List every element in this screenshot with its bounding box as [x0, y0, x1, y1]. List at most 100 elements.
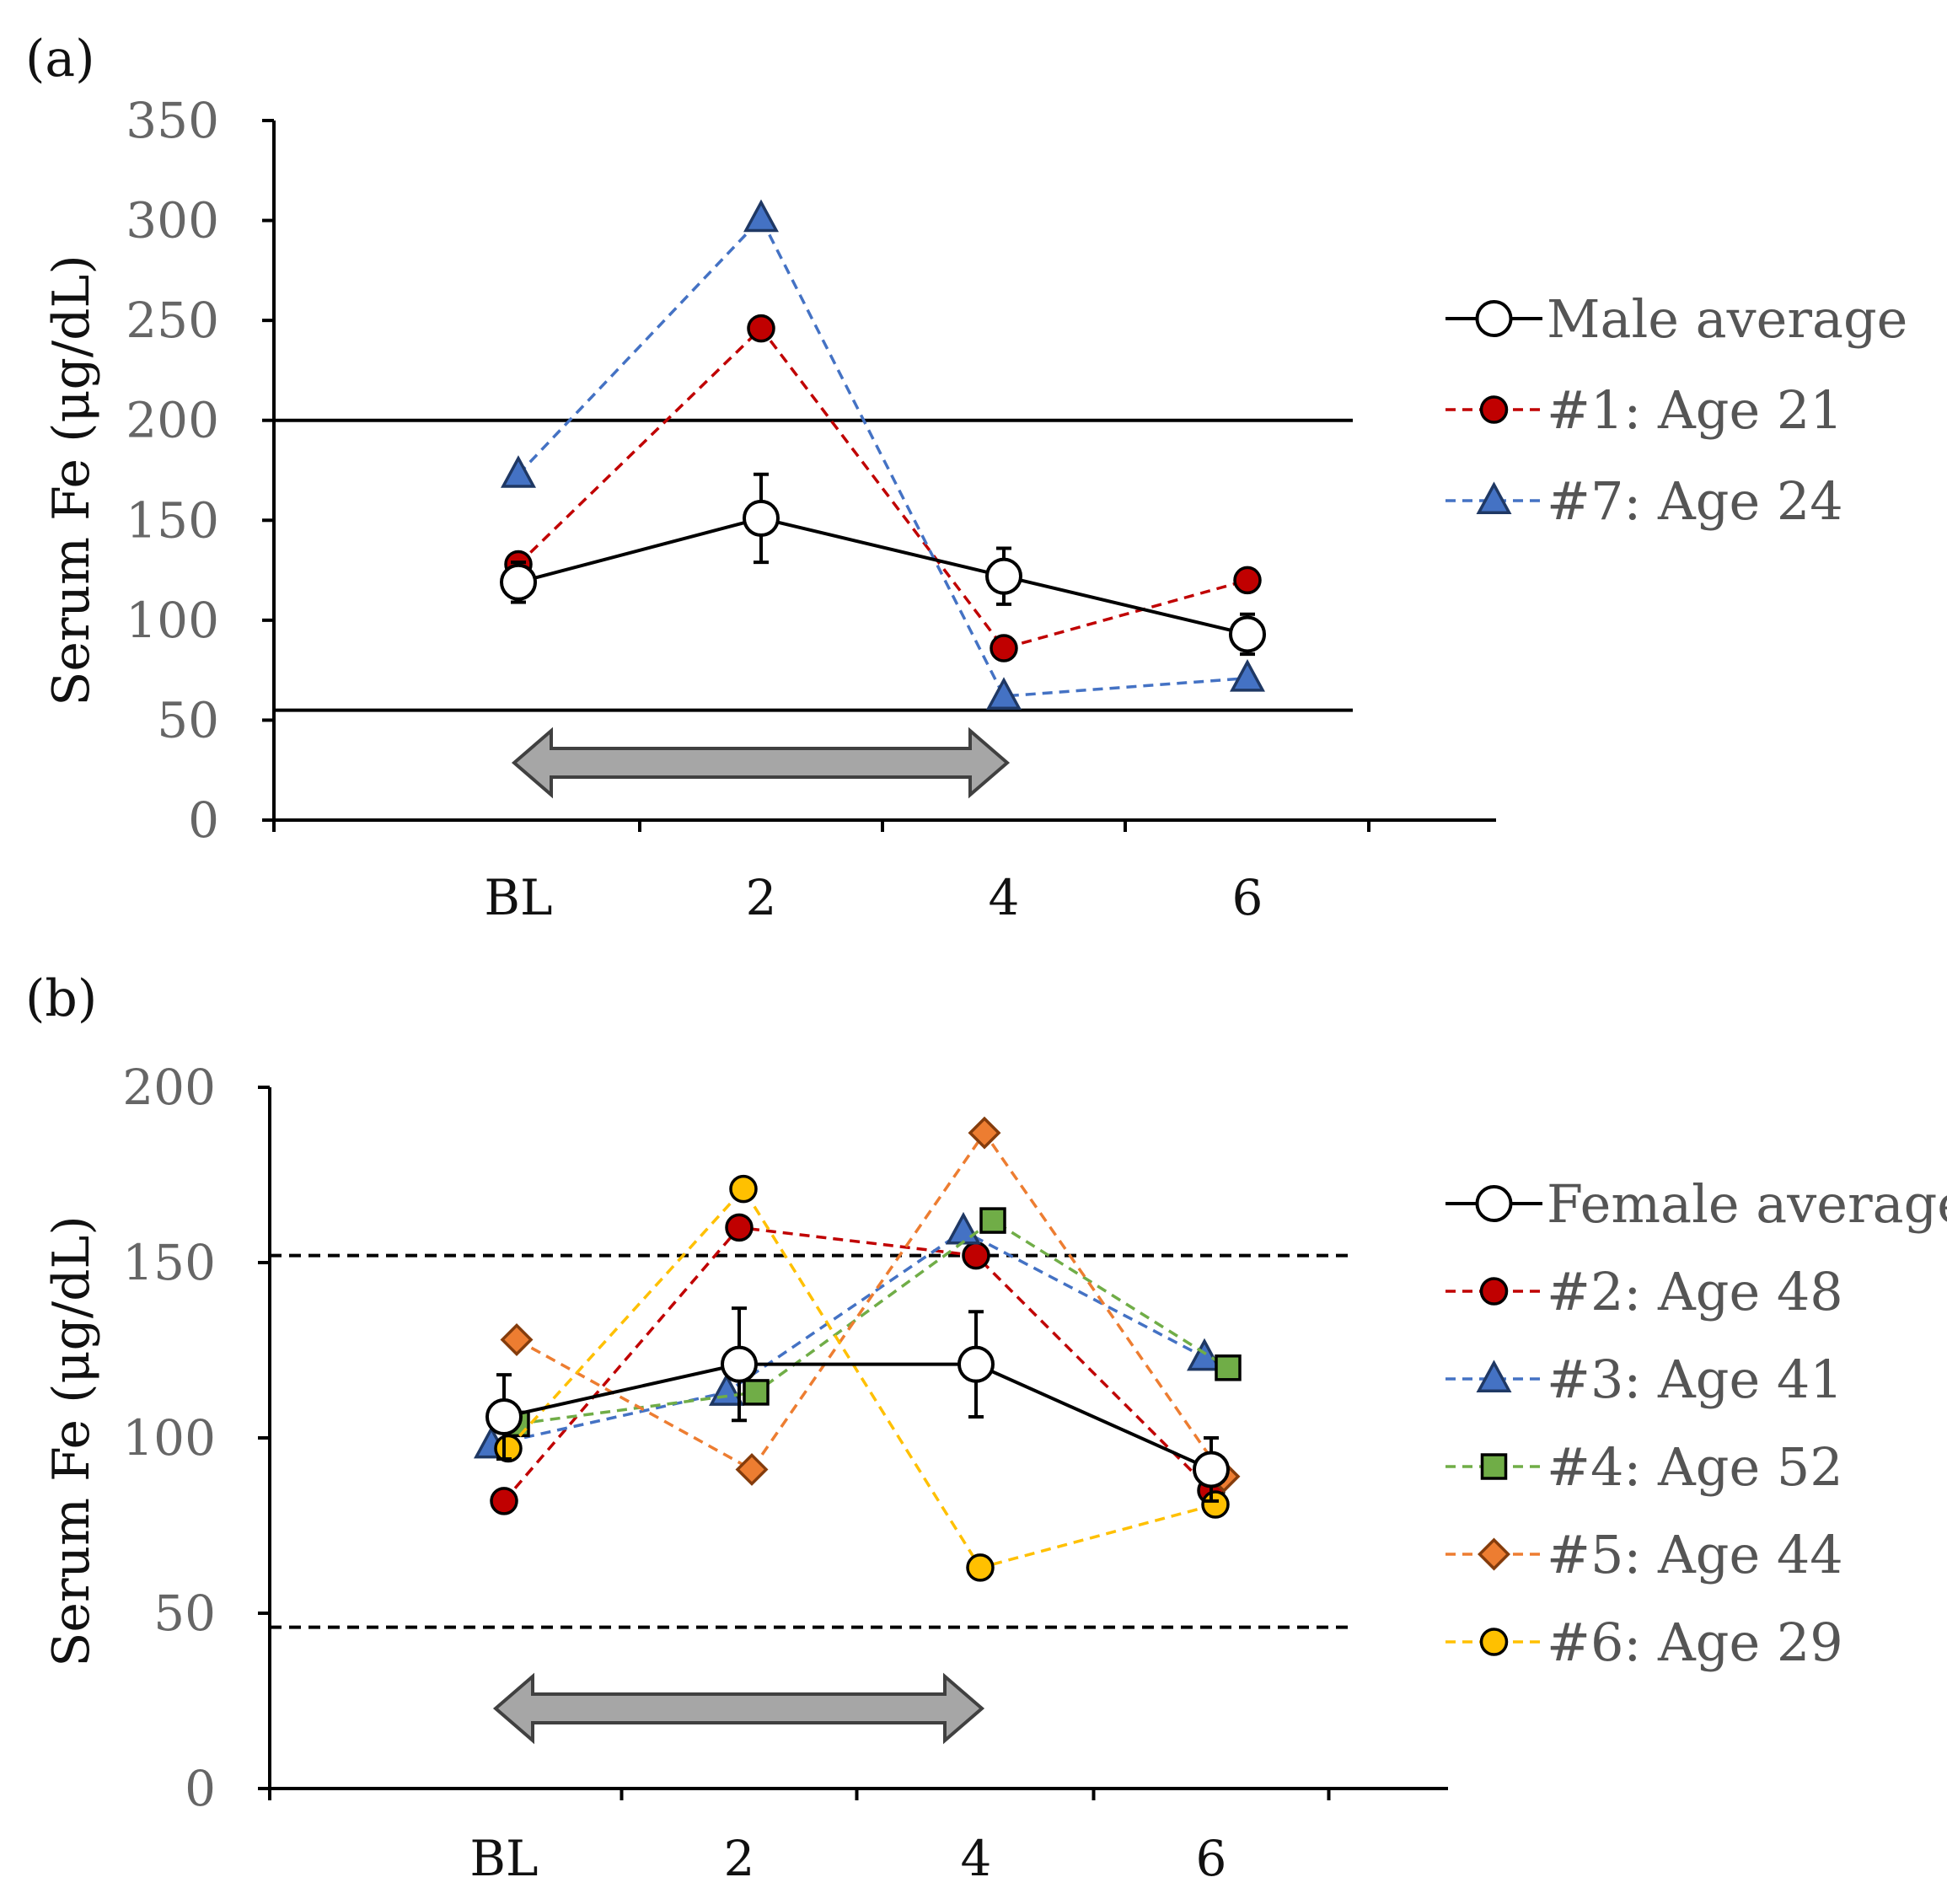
legend: Male average #1: Age 21 #7: Age 24	[1446, 288, 1907, 532]
data-point	[725, 1213, 754, 1242]
x-tick-label: 6	[1196, 1830, 1227, 1887]
y-tick-label: 50	[153, 1585, 216, 1642]
legend-marker	[1475, 1185, 1513, 1222]
panel-a: (a) Serum Fe (μg/dL) 0 50 100 150 200 250 300 350…	[25, 29, 1907, 926]
legend: Female average #2: Age 48 #3: Age 41 #4: Ag…	[1446, 1173, 1947, 1673]
data-point	[1233, 566, 1262, 595]
panel-b: (b) Serum Fe (μg/dL) 0 50 100 150 200 BL 2 4 6 Fema…	[25, 969, 1947, 1887]
legend-item: #5: Age 44	[1446, 1524, 1843, 1585]
y-tick-label: 100	[122, 1409, 216, 1467]
data-point	[1229, 615, 1266, 653]
data-point	[501, 455, 536, 488]
x-tick-label: 4	[961, 1830, 992, 1887]
legend-item: Female average	[1446, 1173, 1947, 1235]
legend-item: #2: Age 48	[1446, 1261, 1843, 1322]
panel-label: (a)	[25, 29, 95, 88]
y-tick-label: 250	[126, 292, 219, 349]
data-point	[743, 199, 779, 233]
data-point	[500, 563, 537, 601]
series-line	[502, 1226, 1213, 1503]
x-tick-label: 6	[1232, 869, 1263, 926]
y-tick-label: 300	[126, 192, 219, 249]
y-tick-label: 200	[122, 1059, 216, 1116]
y-tick-label: 150	[122, 1234, 216, 1291]
legend-marker	[1479, 1277, 1509, 1306]
data-point	[966, 1553, 995, 1582]
series-female-average	[485, 1306, 1230, 1503]
data-point	[1230, 658, 1265, 692]
series-male-average	[500, 472, 1266, 657]
data-point	[743, 499, 780, 537]
legend-marker	[1479, 1628, 1509, 1656]
data-point	[985, 557, 1022, 595]
x-tick-label: BL	[484, 869, 552, 926]
legend-label: #2: Age 48	[1547, 1261, 1843, 1322]
treatment-period-arrow	[492, 1672, 985, 1745]
data-point	[747, 314, 775, 343]
series-line	[491, 1229, 1205, 1447]
legend-item: Male average	[1446, 288, 1907, 350]
data-point	[735, 1452, 769, 1486]
legend-marker	[1479, 395, 1509, 424]
series-line	[516, 1130, 1226, 1478]
legend-label: Female average	[1547, 1173, 1947, 1235]
legend-item: #1: Age 21	[1446, 379, 1843, 441]
legend-marker	[1476, 481, 1512, 514]
y-tick-label: 50	[157, 691, 219, 748]
data-point	[1215, 1354, 1242, 1381]
treatment-period-arrow	[511, 727, 1011, 799]
y-tick-label: 0	[188, 791, 219, 849]
y-tick-label: 150	[126, 491, 219, 549]
panel-label: (b)	[25, 969, 97, 1028]
legend-label: #5: Age 44	[1547, 1524, 1843, 1585]
data-point	[743, 1379, 770, 1406]
data-point	[1187, 1338, 1222, 1371]
data-point	[946, 1211, 981, 1245]
data-point	[962, 1241, 990, 1270]
series-1-age-21	[504, 314, 1262, 662]
data-point	[494, 1434, 523, 1463]
data-point	[485, 1398, 523, 1436]
data-point	[979, 1207, 1006, 1234]
legend-marker	[1476, 1360, 1512, 1392]
legend-label: #1: Age 21	[1547, 379, 1843, 441]
legend-label: #4: Age 52	[1547, 1436, 1843, 1498]
series-6-age-29	[494, 1174, 1230, 1582]
data-point	[957, 1345, 995, 1383]
data-point	[1201, 1490, 1230, 1519]
y-tick-label: 0	[185, 1760, 216, 1817]
data-point	[729, 1174, 758, 1204]
series-line	[503, 1362, 1212, 1472]
series-line	[516, 1218, 1229, 1426]
y-axis-label: Serum Fe (μg/dL)	[42, 255, 101, 706]
series-line	[517, 325, 1248, 651]
legend-item: #3: Age 41	[1446, 1349, 1843, 1410]
data-point	[990, 634, 1018, 662]
data-point	[968, 1116, 1001, 1150]
y-tick-label: 100	[126, 592, 219, 649]
legend-label: #6: Age 29	[1547, 1612, 1843, 1673]
legend-item: #6: Age 29	[1446, 1612, 1843, 1673]
data-point	[490, 1487, 518, 1515]
series-line	[507, 1186, 1216, 1569]
x-tick-label: 2	[724, 1830, 755, 1887]
series-3-age-41	[474, 1211, 1222, 1459]
y-tick-label: 350	[126, 92, 219, 149]
legend-label: #7: Age 24	[1547, 470, 1843, 532]
x-tick-label: 4	[989, 869, 1020, 926]
data-point	[721, 1345, 758, 1383]
data-point	[986, 677, 1022, 710]
y-axis-label: Serum Fe (μg/dL)	[42, 1215, 101, 1667]
series-line	[518, 516, 1248, 636]
series-line	[517, 216, 1248, 698]
legend-label: Male average	[1547, 288, 1907, 350]
legend-label: #3: Age 41	[1547, 1349, 1843, 1410]
data-point	[500, 1323, 534, 1356]
legend-item: #7: Age 24	[1446, 470, 1843, 532]
series-4-age-52	[503, 1207, 1242, 1438]
legend-item: #4: Age 52	[1446, 1436, 1843, 1498]
y-tick-label: 200	[126, 392, 219, 449]
x-tick-label: BL	[469, 1830, 538, 1887]
legend-marker	[1480, 1453, 1508, 1480]
